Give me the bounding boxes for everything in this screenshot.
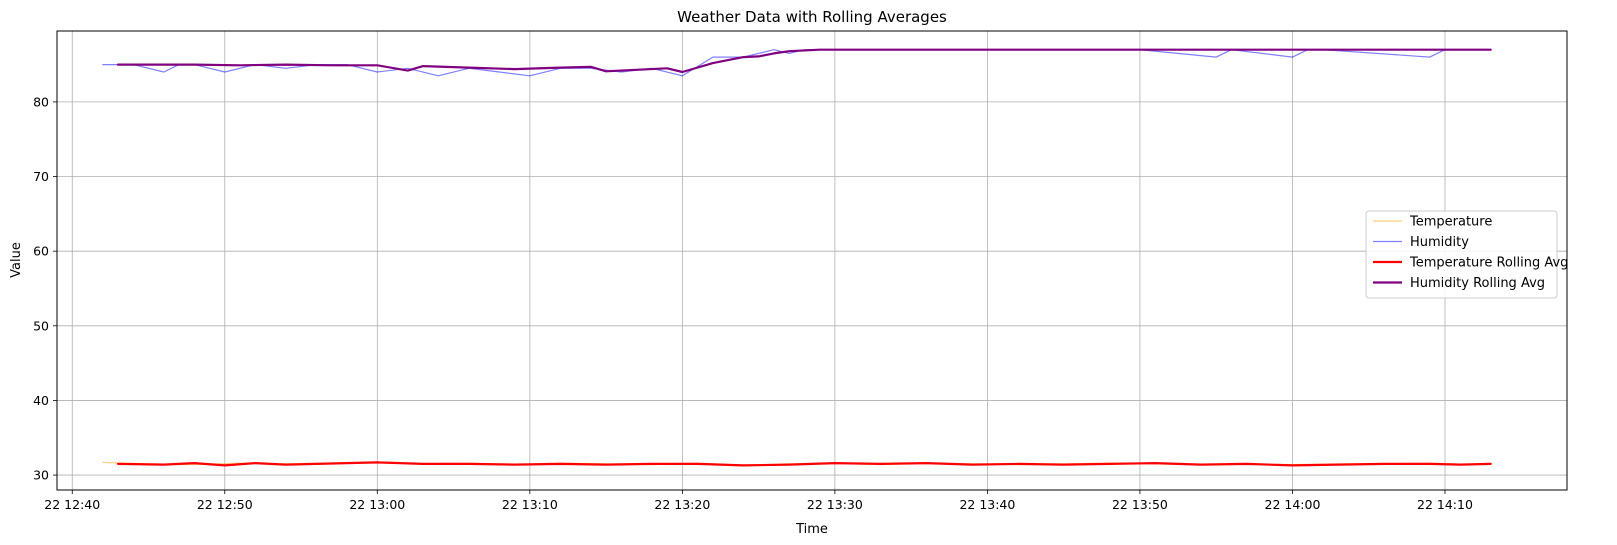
legend-box: [1365, 210, 1558, 299]
x-tick-label: 22 13:10: [502, 497, 558, 512]
x-tick-label: 22 14:00: [1265, 497, 1321, 512]
chart-title: Weather Data with Rolling Averages: [677, 8, 947, 26]
legend: Temperature Humidity Temperature Rolling A…: [1365, 210, 1568, 299]
y-tick-label: 70: [33, 169, 49, 184]
y-axis-title: Value: [9, 242, 24, 278]
y-tick-label: 30: [33, 468, 49, 483]
series-lines: [102, 48, 1492, 467]
x-tick-label: 22 13:00: [349, 497, 405, 512]
y-tick-label: 80: [33, 94, 49, 109]
legend-label: Humidity: [1410, 235, 1469, 250]
x-tick-label: 22 13:40: [959, 497, 1015, 512]
x-tick-label: 22 12:40: [44, 497, 100, 512]
legend-label: Humidity Rolling Avg: [1410, 276, 1545, 291]
legend-label: Temperature: [1409, 215, 1492, 230]
series-line-temperature-rolling-avg: [116, 461, 1492, 467]
series-line-humidity-rolling-avg: [116, 48, 1492, 74]
x-tick-label: 22 14:10: [1417, 497, 1473, 512]
y-tick-label: 60: [33, 244, 49, 259]
y-tick-label: 50: [33, 318, 49, 333]
x-tick-label: 22 13:50: [1112, 497, 1168, 512]
plot-area-frame: [56, 30, 1568, 491]
x-tick-label: 22 13:20: [654, 497, 710, 512]
x-tick-label: 22 12:50: [197, 497, 253, 512]
x-axis: 22 12:40 22 12:50 22 13:00 22 13:10 22 13:20…: [44, 490, 1473, 512]
y-tick-label: 40: [33, 393, 49, 408]
y-axis: 30 40 50 60 70 80: [33, 94, 57, 483]
x-axis-title: Time: [795, 522, 828, 537]
legend-label: Temperature Rolling Avg: [1409, 256, 1568, 271]
x-tick-label: 22 13:30: [807, 497, 863, 512]
